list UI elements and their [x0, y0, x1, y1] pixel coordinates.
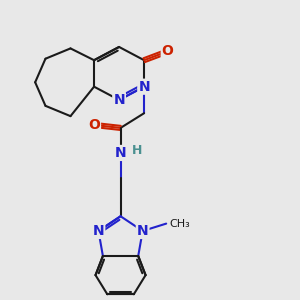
Text: N: N — [113, 93, 125, 107]
Text: N: N — [138, 80, 150, 94]
Text: O: O — [88, 118, 100, 132]
Text: H: H — [132, 144, 142, 157]
Text: N: N — [115, 146, 126, 160]
Text: N: N — [137, 224, 148, 238]
Text: O: O — [162, 44, 174, 58]
Text: N: N — [93, 224, 104, 238]
Text: CH₃: CH₃ — [169, 219, 190, 229]
